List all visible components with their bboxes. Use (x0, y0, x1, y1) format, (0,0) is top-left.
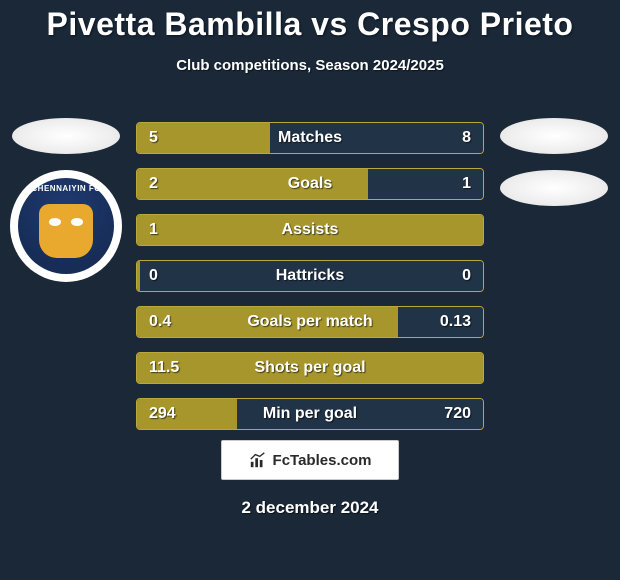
branding-chart-icon (249, 451, 267, 469)
stat-row: 1Assists (136, 214, 484, 246)
subtitle: Club competitions, Season 2024/2025 (0, 57, 620, 74)
stat-row: 58Matches (136, 122, 484, 154)
left-badges: CHENNAIYIN FC (6, 118, 126, 282)
left-placeholder-badge (12, 118, 120, 154)
club-badge-label: CHENNAIYIN FC (18, 184, 114, 193)
stat-name: Shots per goal (137, 353, 483, 383)
root: Pivetta Bambilla vs Crespo Prieto Club c… (0, 0, 620, 580)
stat-row: 21Goals (136, 168, 484, 200)
branding-box: FcTables.com (221, 440, 399, 480)
stat-name: Goals (137, 169, 483, 199)
stat-name: Assists (137, 215, 483, 245)
date-text: 2 december 2024 (0, 498, 620, 518)
club-badge-inner: CHENNAIYIN FC (18, 178, 114, 274)
branding-text: FcTables.com (273, 452, 372, 469)
page-title: Pivetta Bambilla vs Crespo Prieto (0, 6, 620, 43)
stat-name: Goals per match (137, 307, 483, 337)
left-club-badge: CHENNAIYIN FC (10, 170, 122, 282)
stat-row: 11.5Shots per goal (136, 352, 484, 384)
stat-name: Min per goal (137, 399, 483, 429)
club-badge-face-icon (39, 204, 93, 258)
stat-row: 00Hattricks (136, 260, 484, 292)
stat-name: Matches (137, 123, 483, 153)
stat-row: 294720Min per goal (136, 398, 484, 430)
stat-row: 0.40.13Goals per match (136, 306, 484, 338)
right-badges (494, 118, 614, 206)
right-placeholder-badge-1 (500, 118, 608, 154)
stats-bars: 58Matches 21Goals 1Assists 00Hattricks 0.40.… (136, 122, 484, 430)
stat-name: Hattricks (137, 261, 483, 291)
right-placeholder-badge-2 (500, 170, 608, 206)
